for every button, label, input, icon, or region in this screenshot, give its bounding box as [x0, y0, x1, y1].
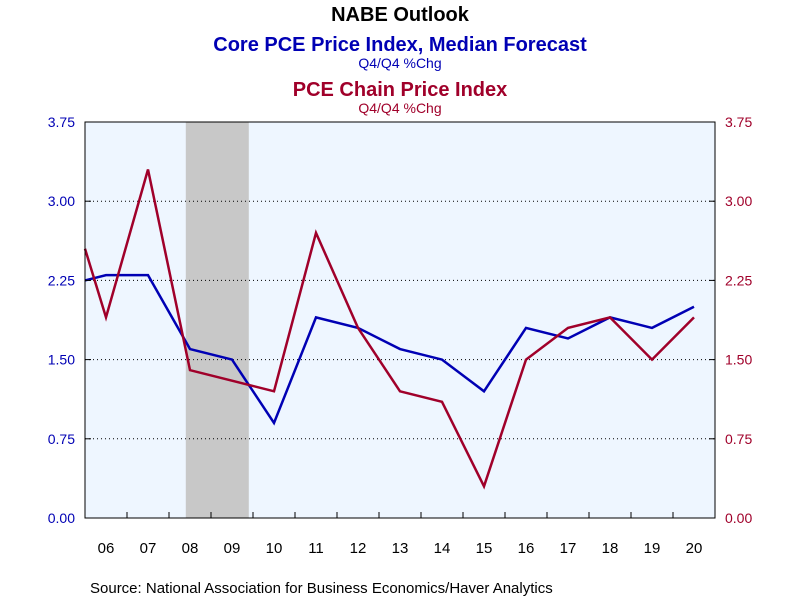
y-tick-label-right: 2.25: [725, 272, 752, 288]
series-1-title: Core PCE Price Index, Median Forecast: [213, 34, 587, 56]
y-tick-label-right: 0.75: [725, 431, 752, 447]
x-tick-label: 16: [518, 540, 535, 557]
y-tick-label-left: 3.75: [48, 114, 75, 130]
y-tick-label-right: 3.00: [725, 193, 752, 209]
series-1-subtitle: Q4/Q4 %Chg: [358, 55, 441, 71]
y-tick-label-left: 2.25: [48, 272, 75, 288]
y-tick-label-right: 0.00: [725, 510, 752, 526]
recession-band: [185, 122, 249, 518]
plot-frame: [84, 121, 716, 519]
chart-title: NABE Outlook: [331, 4, 470, 26]
x-tick-label: 11: [308, 540, 324, 557]
x-tick-label: 10: [266, 540, 283, 557]
x-tick-label: 18: [602, 540, 619, 557]
x-tick-label: 20: [686, 540, 703, 557]
x-tick-label: 06: [98, 540, 115, 557]
y-tick-label-left: 3.00: [48, 193, 75, 209]
x-tick-label: 09: [224, 540, 241, 557]
series-line-2: [83, 169, 695, 490]
y-tick-label-left: 0.75: [48, 431, 75, 447]
x-tick-label: 14: [434, 540, 451, 557]
source-note: Source: National Association for Busines…: [90, 580, 553, 597]
x-tick-label: 15: [476, 540, 493, 557]
y-tick-label-left: 0.00: [48, 510, 75, 526]
x-tick-label: 17: [560, 540, 577, 557]
x-tick-label: 13: [392, 540, 409, 557]
series-2-subtitle: Q4/Q4 %Chg: [358, 100, 441, 116]
y-tick-label-left: 1.50: [48, 352, 75, 368]
x-tick-label: 19: [644, 540, 661, 557]
x-tick-label: 12: [350, 540, 367, 557]
x-tick-label: 07: [140, 540, 157, 557]
series-line-1: [84, 273, 695, 426]
y-tick-label-right: 3.75: [725, 114, 752, 130]
y-tick-label-right: 1.50: [725, 352, 752, 368]
x-tick-label: 08: [182, 540, 199, 557]
series-2-title: PCE Chain Price Index: [293, 79, 508, 101]
